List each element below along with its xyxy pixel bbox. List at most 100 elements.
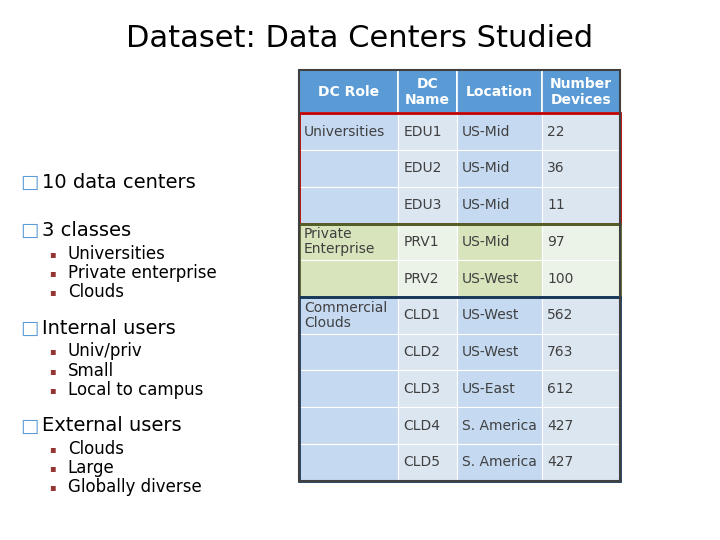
FancyBboxPatch shape [542,260,620,297]
Text: 22: 22 [547,125,564,139]
Text: Clouds: Clouds [68,283,124,301]
FancyBboxPatch shape [299,70,398,113]
Text: Private
Enterprise: Private Enterprise [304,227,375,256]
Text: US-Mid: US-Mid [462,161,510,176]
Text: PRV1: PRV1 [403,235,438,249]
FancyBboxPatch shape [542,113,620,150]
Text: ▪: ▪ [49,268,55,279]
Text: Private enterprise: Private enterprise [68,265,217,282]
FancyBboxPatch shape [542,150,620,187]
Text: ▪: ▪ [49,444,55,454]
Text: Number
Devices: Number Devices [550,77,612,107]
Text: Dataset: Data Centers Studied: Dataset: Data Centers Studied [127,24,593,53]
Text: Internal users: Internal users [42,319,176,338]
Text: ▪: ▪ [49,249,55,259]
FancyBboxPatch shape [398,150,457,187]
FancyBboxPatch shape [398,113,457,150]
FancyBboxPatch shape [299,187,398,224]
FancyBboxPatch shape [398,187,457,224]
FancyBboxPatch shape [398,224,457,260]
Text: US-East: US-East [462,382,516,396]
Text: DC Role: DC Role [318,85,379,99]
FancyBboxPatch shape [457,150,542,187]
FancyBboxPatch shape [457,224,542,260]
FancyBboxPatch shape [299,370,398,407]
FancyBboxPatch shape [457,334,542,370]
FancyBboxPatch shape [457,260,542,297]
Text: US-West: US-West [462,272,520,286]
Text: CLD1: CLD1 [403,308,441,322]
FancyBboxPatch shape [457,370,542,407]
Text: US-Mid: US-Mid [462,198,510,212]
Text: □: □ [20,220,39,240]
FancyBboxPatch shape [542,70,620,113]
Text: PRV2: PRV2 [403,272,438,286]
Text: □: □ [20,173,39,192]
Text: CLD2: CLD2 [403,345,440,359]
FancyBboxPatch shape [398,370,457,407]
FancyBboxPatch shape [299,150,398,187]
Text: 763: 763 [547,345,574,359]
Text: Universities: Universities [304,125,385,139]
Text: 3 classes: 3 classes [42,220,131,240]
Text: Location: Location [466,85,534,99]
Text: EDU3: EDU3 [403,198,441,212]
FancyBboxPatch shape [398,70,457,113]
Text: Small: Small [68,362,114,380]
FancyBboxPatch shape [398,260,457,297]
Text: US-West: US-West [462,308,520,322]
FancyBboxPatch shape [542,224,620,260]
Text: S. America: S. America [462,418,537,433]
Text: 100: 100 [547,272,574,286]
Text: EDU2: EDU2 [403,161,441,176]
FancyBboxPatch shape [542,187,620,224]
FancyBboxPatch shape [542,407,620,444]
Text: 427: 427 [547,455,573,469]
Text: CLD5: CLD5 [403,455,440,469]
Text: 97: 97 [547,235,564,249]
Text: 10 data centers: 10 data centers [42,173,196,192]
Text: Clouds: Clouds [68,440,124,458]
FancyBboxPatch shape [398,334,457,370]
FancyBboxPatch shape [299,260,398,297]
Text: US-Mid: US-Mid [462,125,510,139]
Text: US-West: US-West [462,345,520,359]
FancyBboxPatch shape [457,113,542,150]
Text: ▪: ▪ [49,463,55,472]
Text: ▪: ▪ [49,287,55,297]
FancyBboxPatch shape [542,334,620,370]
Text: Commercial
Clouds: Commercial Clouds [304,301,387,330]
Text: Local to campus: Local to campus [68,381,203,399]
Text: EDU1: EDU1 [403,125,441,139]
Text: Univ/priv: Univ/priv [68,342,143,360]
FancyBboxPatch shape [457,297,542,334]
Text: Large: Large [68,459,114,477]
Text: CLD3: CLD3 [403,382,440,396]
Text: ▪: ▪ [49,384,55,395]
FancyBboxPatch shape [398,444,457,481]
Text: ▪: ▪ [49,482,55,492]
Text: Globally diverse: Globally diverse [68,478,202,496]
Text: 562: 562 [547,308,574,322]
Text: S. America: S. America [462,455,537,469]
FancyBboxPatch shape [457,407,542,444]
FancyBboxPatch shape [299,297,398,334]
FancyBboxPatch shape [299,444,398,481]
Text: External users: External users [42,416,181,435]
FancyBboxPatch shape [398,297,457,334]
Text: US-Mid: US-Mid [462,235,510,249]
Text: ▪: ▪ [49,366,55,376]
FancyBboxPatch shape [299,224,398,260]
FancyBboxPatch shape [457,70,542,113]
FancyBboxPatch shape [542,370,620,407]
Text: CLD4: CLD4 [403,418,440,433]
FancyBboxPatch shape [457,444,542,481]
FancyBboxPatch shape [398,407,457,444]
Text: □: □ [20,319,39,338]
Text: 612: 612 [547,382,574,396]
Text: DC
Name: DC Name [405,77,450,107]
Text: 36: 36 [547,161,564,176]
Text: ▪: ▪ [49,346,55,356]
FancyBboxPatch shape [542,297,620,334]
Text: Universities: Universities [68,245,166,263]
